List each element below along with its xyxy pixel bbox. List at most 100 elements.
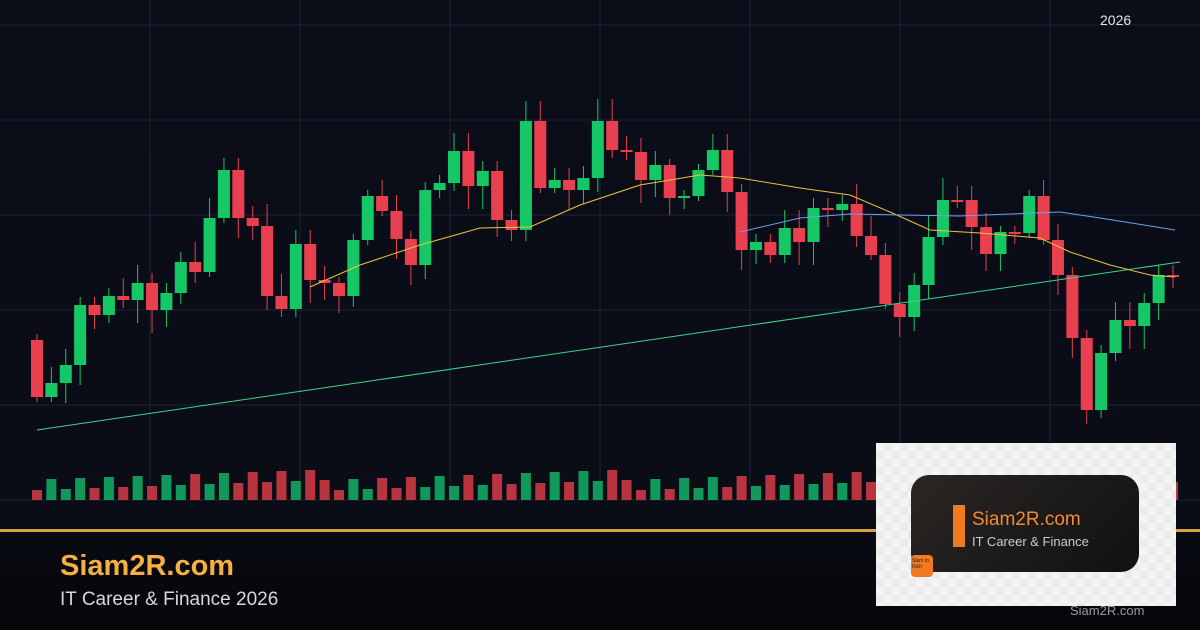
logo-badge: Siam to Rich [911, 555, 933, 577]
volume-bar [477, 485, 488, 500]
candle-body [1080, 338, 1093, 410]
volume-bar [564, 482, 575, 500]
volume-bar [449, 486, 460, 500]
moving-average-fast [309, 174, 1176, 288]
volume-bar [822, 473, 833, 500]
candle-body [246, 218, 259, 226]
volume-bar [866, 482, 877, 500]
candle-body [102, 296, 115, 315]
volume-bar [592, 481, 603, 500]
candle-body [778, 228, 791, 255]
candle-body [922, 237, 935, 285]
volume-bar [204, 484, 215, 500]
brand-subtitle: IT Career & Finance 2026 [60, 589, 279, 610]
volume-bar [175, 485, 186, 500]
volume-bar [118, 487, 129, 500]
candle-body [491, 171, 504, 220]
candle-body [203, 218, 216, 272]
candle-body [649, 165, 662, 180]
candle-body [1008, 232, 1021, 234]
volume-bar [420, 487, 431, 500]
volume-bar [434, 476, 445, 500]
logo: Siam2R.com IT Career & Finance Siam to R… [911, 475, 1139, 577]
candle-body [304, 244, 317, 280]
candle-body [663, 165, 676, 198]
candle-body [404, 239, 417, 265]
volume-bar [46, 479, 57, 500]
candle-body [1051, 240, 1064, 275]
candle-body [879, 255, 892, 304]
volume-bar [377, 478, 388, 500]
candle-body [1109, 320, 1122, 353]
candle-body [448, 151, 461, 183]
volume-bar [391, 488, 402, 500]
volume-bar [161, 475, 172, 500]
candle-body [893, 304, 906, 317]
volume-bar [621, 480, 632, 500]
candle-body [1037, 196, 1050, 240]
candle-body [88, 305, 101, 315]
volume-bar [851, 472, 862, 500]
volume-bar [60, 489, 71, 500]
volume-bar [276, 471, 287, 500]
volume-bar [463, 475, 474, 500]
volume-bar [779, 485, 790, 500]
logo-card: Siam2R.com IT Career & Finance Siam to R… [876, 443, 1176, 606]
candle-body [174, 262, 187, 293]
candle-body [850, 204, 863, 236]
logo-tagline: IT Career & Finance [972, 534, 1089, 549]
volume-bar [679, 478, 690, 500]
volume-bar [333, 490, 344, 500]
volume-bar [348, 479, 359, 500]
candle-body [606, 121, 619, 150]
volume-bar [578, 471, 589, 500]
candle-body [59, 365, 72, 383]
volume-bar [89, 488, 100, 500]
candle-body [476, 171, 489, 186]
candle-body [836, 204, 849, 210]
candle-body [390, 211, 403, 239]
candle-body [821, 208, 834, 210]
candle-body [117, 296, 130, 300]
candle-body [721, 150, 734, 192]
candle-body [433, 183, 446, 190]
volume-bar [218, 473, 229, 500]
candle-body [749, 242, 762, 250]
volume-bar [664, 489, 675, 500]
candle-body [160, 293, 173, 310]
candle-body [505, 220, 518, 230]
candle-body [692, 170, 705, 196]
candle-body [376, 196, 389, 211]
candle-body [965, 200, 978, 227]
volume-bar [736, 476, 747, 500]
volume-bar [132, 476, 143, 500]
volume-bar [75, 478, 86, 500]
volume-bar [103, 477, 114, 500]
volume-bar [765, 475, 776, 500]
candlestick-chart [0, 0, 1200, 501]
candle-body [289, 244, 302, 309]
candle-body [764, 242, 777, 255]
candle-body [634, 152, 647, 180]
candle-body [1152, 275, 1165, 303]
volume-bar [290, 481, 301, 500]
year-label: 2026 [1100, 12, 1132, 28]
candle-body [189, 262, 202, 272]
candle-body [318, 280, 331, 283]
volume-bar [362, 489, 373, 500]
candle-body [74, 305, 87, 365]
candle-body [1167, 275, 1179, 277]
volume-bar [549, 472, 560, 500]
volume-bar [635, 490, 646, 500]
candle-body [131, 283, 144, 300]
volume-bar [535, 483, 546, 500]
candle-body [45, 383, 58, 397]
candle-body [678, 196, 691, 198]
volume-bar [233, 483, 244, 500]
volume-bar [405, 477, 416, 500]
volume-bar [837, 483, 848, 500]
volume-bar [650, 479, 661, 500]
candle-body [548, 180, 561, 188]
volume-bar [492, 474, 503, 500]
